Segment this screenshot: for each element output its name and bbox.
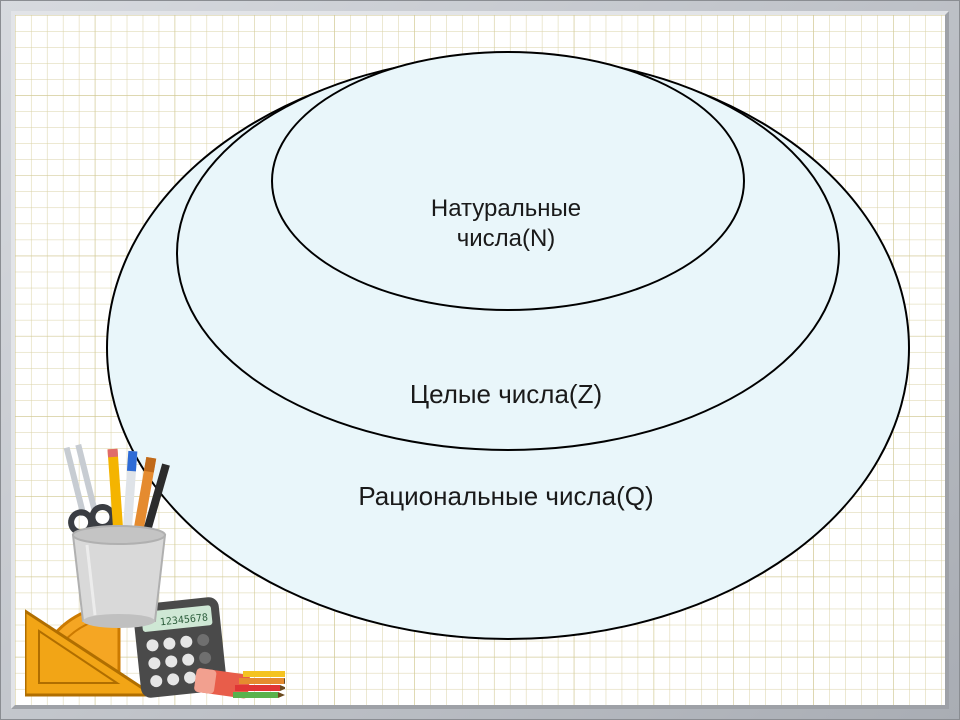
integer-numbers-label: Целые числа(Z) [256, 378, 756, 411]
content-frame: Натуральные числа(N) Целые числа(Z) Раци… [11, 11, 949, 709]
school-supplies-icon: 12345678 [25, 439, 285, 699]
rational-numbers-label: Рациональные числа(Q) [256, 480, 756, 513]
scissors-icon [53, 441, 115, 535]
natural-numbers-label: Натуральные числа(N) [256, 194, 756, 254]
pencil-cup-icon [53, 441, 170, 628]
window-frame: Натуральные числа(N) Целые числа(Z) Раци… [0, 0, 960, 720]
natural-numbers-ellipse [271, 51, 745, 311]
